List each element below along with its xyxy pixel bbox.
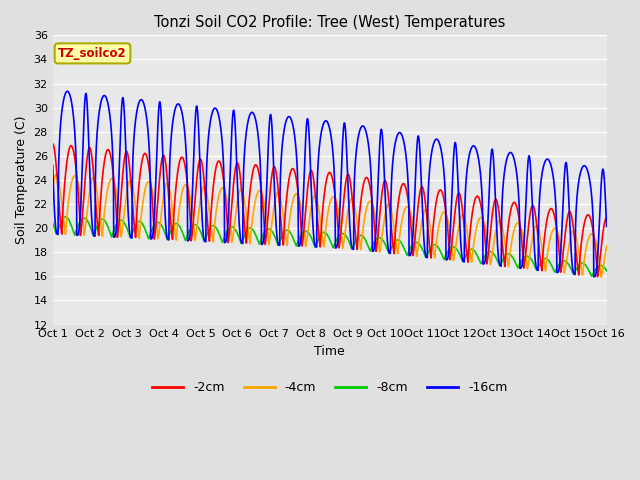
Y-axis label: Soil Temperature (C): Soil Temperature (C) — [15, 116, 28, 244]
Legend: -2cm, -4cm, -8cm, -16cm: -2cm, -4cm, -8cm, -16cm — [147, 376, 512, 399]
Text: TZ_soilco2: TZ_soilco2 — [58, 47, 127, 60]
X-axis label: Time: Time — [314, 345, 345, 358]
Title: Tonzi Soil CO2 Profile: Tree (West) Temperatures: Tonzi Soil CO2 Profile: Tree (West) Temp… — [154, 15, 506, 30]
